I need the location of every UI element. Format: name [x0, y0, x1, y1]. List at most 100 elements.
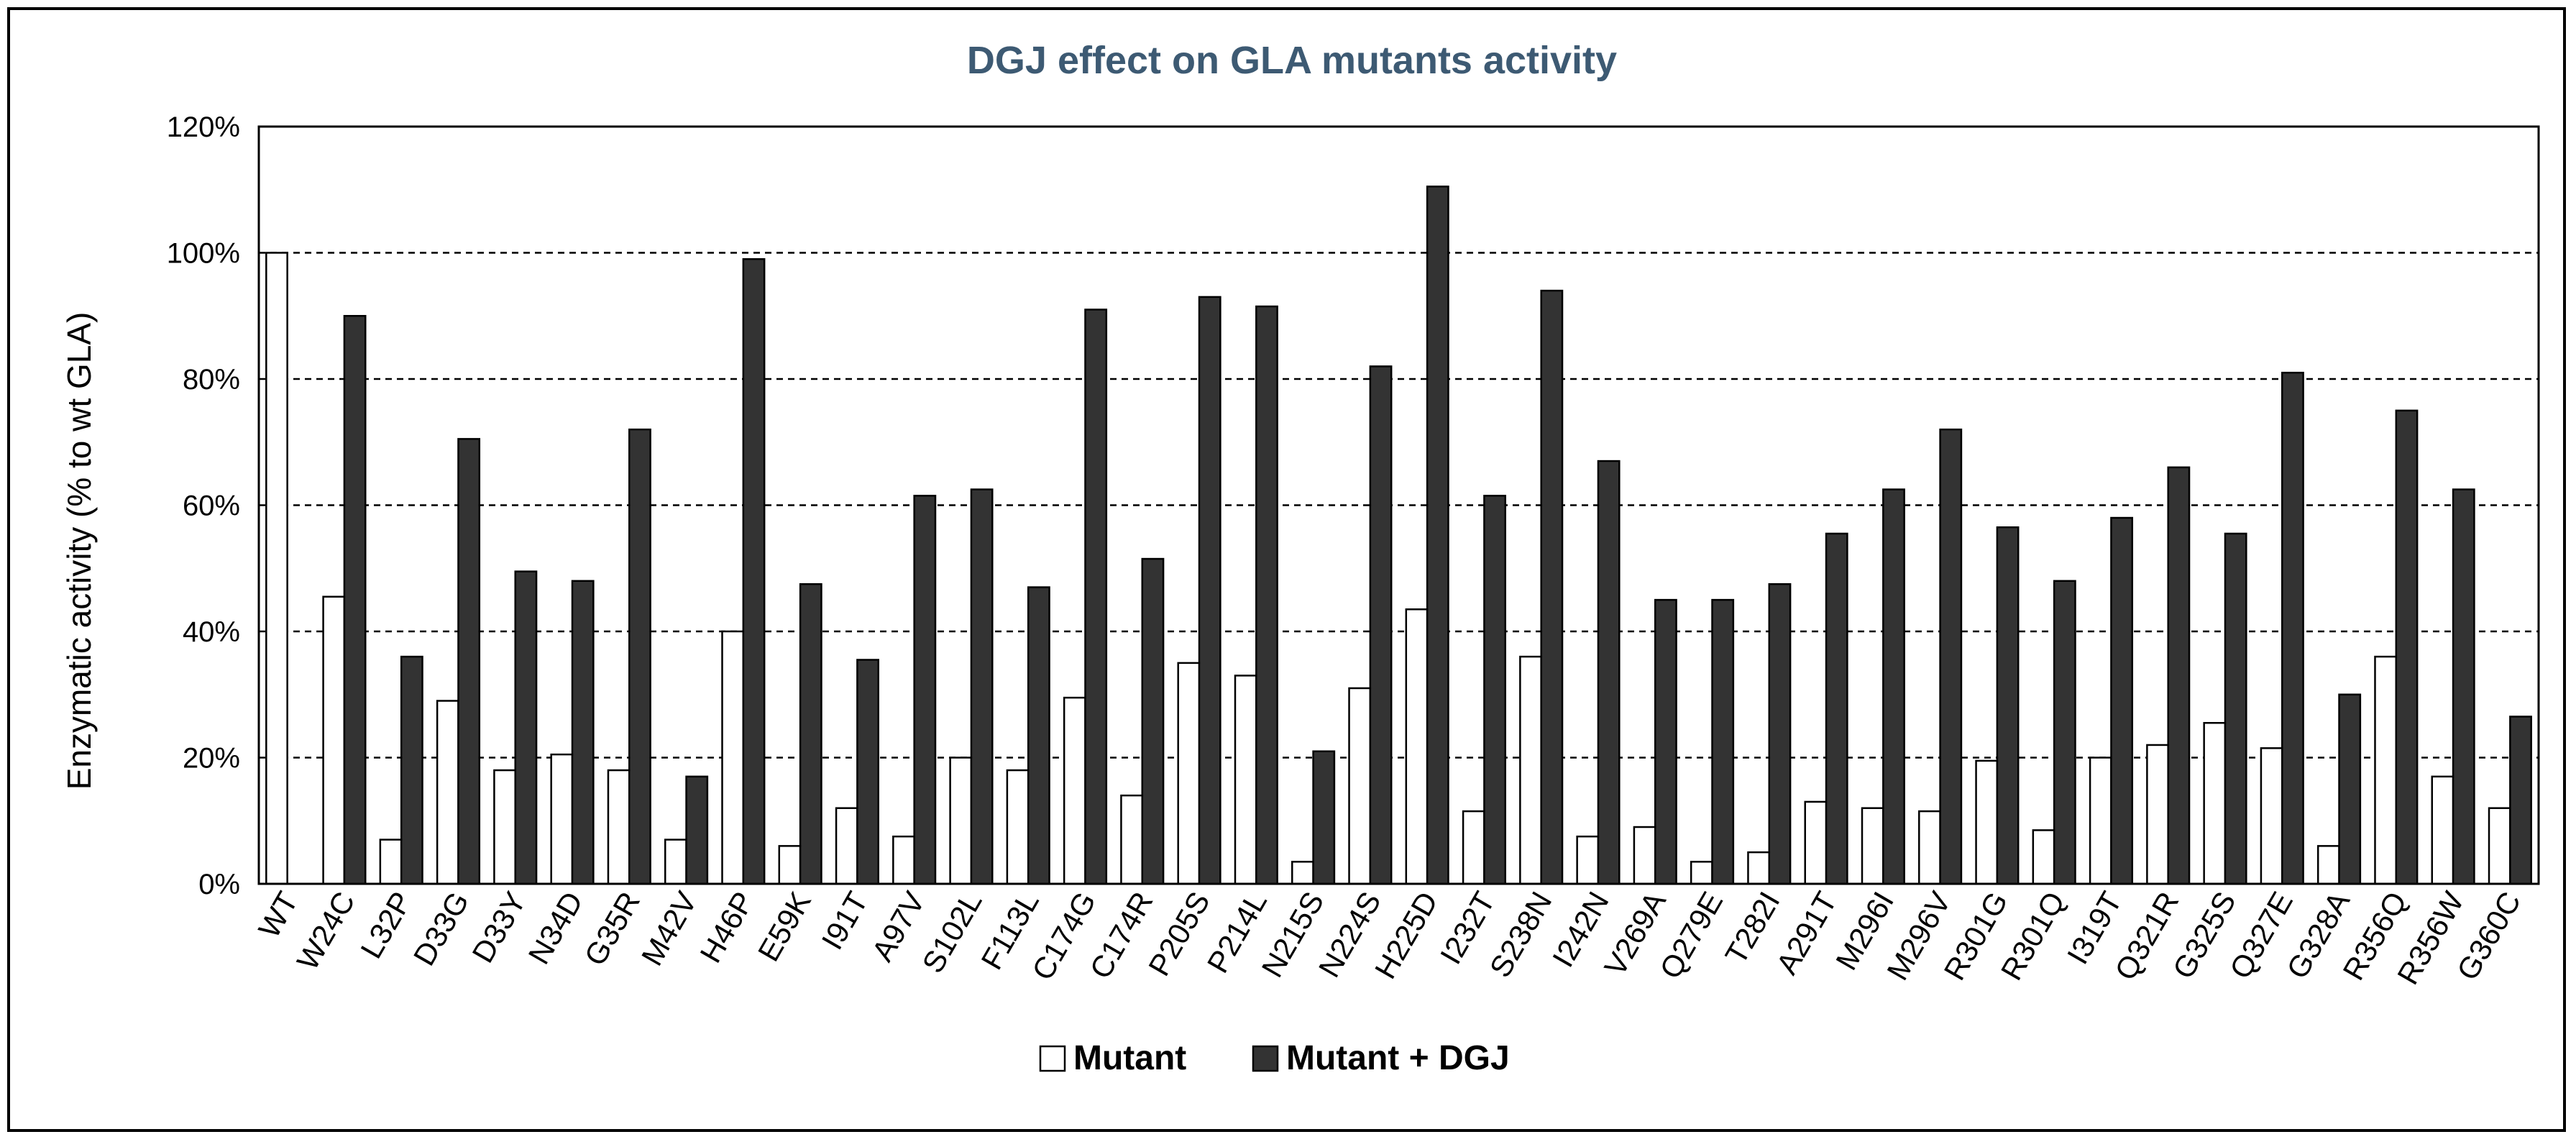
bar-mutant: [2316, 845, 2340, 885]
bars: [265, 186, 2532, 885]
bar-mutant-dgj: [2053, 580, 2076, 885]
y-tick-label: 40%: [183, 616, 240, 648]
bar-mutant: [265, 252, 288, 885]
bar-mutant: [1519, 655, 1542, 885]
bar-mutant-dgj: [1084, 309, 1108, 885]
bar-mutant-dgj: [2452, 488, 2475, 885]
y-tick-label: 20%: [183, 743, 240, 775]
x-tick-label: W24C: [290, 886, 362, 976]
legend-swatch-mutant-dgj: [1252, 1045, 1279, 1072]
x-tick-label: WT: [252, 886, 304, 944]
bar-mutant-dgj: [1426, 186, 1449, 885]
x-tick-labels: WTW24CL32PD33GD33YN34DG35RM42VH46PE59KI9…: [252, 886, 2527, 990]
x-tick-label: H46P: [693, 886, 760, 968]
bar-mutant-dgj: [1939, 428, 1963, 885]
bar-mutant: [1120, 794, 1144, 885]
y-tick-label: 60%: [183, 490, 240, 522]
bar-mutant: [1291, 861, 1314, 885]
y-axis-label: Enzymatic activity (% to wt GLA): [60, 312, 98, 790]
x-tick-label: E59K: [751, 886, 817, 967]
x-tick-label: N34D: [521, 886, 589, 970]
bar-mutant: [2260, 747, 2283, 885]
bar-mutant-dgj: [1255, 305, 1278, 885]
bar-mutant-dgj: [1369, 365, 1393, 885]
bar-mutant-dgj: [1597, 460, 1621, 885]
legend-label-mutant: Mutant: [1073, 1039, 1186, 1077]
bar-mutant: [1975, 759, 1999, 885]
bar-mutant: [2203, 721, 2227, 885]
bar-mutant-dgj: [1198, 296, 1221, 885]
bar-mutant-dgj: [1654, 598, 1677, 885]
bar-mutant-dgj: [2395, 409, 2419, 885]
bar-mutant-dgj: [1141, 557, 1165, 885]
x-tick-label: M42V: [635, 886, 704, 972]
bar-mutant-dgj: [1711, 598, 1735, 885]
bar-mutant-dgj: [1027, 586, 1050, 885]
bar-mutant-dgj: [742, 258, 766, 885]
bar-mutant: [1918, 810, 1941, 885]
y-tick-label: 80%: [183, 364, 240, 396]
bar-mutant-dgj: [571, 580, 595, 885]
legend: Mutant Mutant + DGJ: [1039, 1039, 1510, 1077]
bar-mutant-dgj: [2110, 516, 2134, 885]
bar-mutant: [1234, 675, 1257, 885]
bar-mutant: [1690, 861, 1713, 885]
bar-mutant-dgj: [913, 495, 937, 885]
bar-mutant: [1633, 826, 1656, 885]
y-tick-labels: 0% 20% 40% 60% 80% 100% 120%: [167, 111, 240, 900]
x-tick-label: G35R: [578, 886, 647, 972]
bar-mutant-dgj: [2224, 532, 2247, 885]
bar-mutant-dgj: [799, 583, 822, 885]
bar-mutant-dgj: [2338, 693, 2362, 885]
bar-mutant-dgj: [2167, 466, 2191, 885]
bar-mutant: [379, 839, 403, 885]
y-tick-label: 100%: [167, 238, 240, 270]
bar-mutant: [1861, 807, 1884, 885]
bar-mutant-dgj: [1996, 526, 2020, 885]
bar-mutant-dgj: [1882, 488, 1905, 885]
bar-mutant: [1405, 608, 1429, 885]
plot-area: [257, 125, 2540, 885]
bar-mutant-dgj: [856, 659, 879, 885]
bar-mutant: [949, 757, 973, 885]
bar-mutant: [550, 753, 574, 885]
bar-mutant-dgj: [970, 488, 994, 885]
legend-swatch-mutant: [1039, 1045, 1066, 1072]
chart-frame: DGJ effect on GLA mutants activity Enzym…: [7, 7, 2566, 1132]
bar-mutant-dgj: [685, 775, 709, 885]
bar-mutant: [2089, 757, 2112, 885]
bar-mutant: [1804, 800, 1828, 885]
bar-mutant: [1462, 810, 1485, 885]
bar-mutant-dgj: [1540, 289, 1564, 885]
legend-label-mutant-dgj: Mutant + DGJ: [1286, 1039, 1510, 1077]
x-tick-label: D33Y: [465, 886, 532, 968]
bar-mutant-dgj: [2281, 371, 2304, 885]
bar-mutant-dgj: [343, 315, 367, 885]
bar-mutant: [1006, 769, 1030, 885]
y-tick-label: 0%: [198, 869, 240, 900]
bar-mutant: [664, 839, 687, 885]
bar-mutant: [778, 845, 802, 885]
bar-mutant-dgj: [1768, 583, 1792, 885]
bar-mutant: [1348, 687, 1372, 885]
bar-mutant-dgj: [628, 428, 651, 885]
bar-mutant: [892, 835, 915, 885]
bar-mutant-dgj: [514, 570, 538, 885]
bar-mutant: [2032, 829, 2055, 885]
bar-mutant: [1576, 835, 1600, 885]
bar-mutant: [322, 595, 346, 885]
bar-mutant: [835, 807, 858, 885]
grid-lines: [259, 252, 2539, 759]
bar-mutant-dgj: [1825, 532, 1848, 885]
bar-mutant: [1063, 696, 1086, 885]
chart-title: DGJ effect on GLA mutants activity: [967, 39, 1617, 82]
x-tick-label: D33G: [407, 886, 476, 972]
bar-mutant: [493, 769, 516, 885]
bar-mutant: [2488, 807, 2511, 885]
bar-mutant: [1177, 662, 1201, 885]
bar-mutant: [607, 769, 631, 885]
bar-mutant-dgj: [1312, 750, 1336, 885]
bar-mutant-dgj: [400, 655, 423, 885]
x-tick-label: I91T: [815, 886, 874, 955]
bar-mutant: [1747, 851, 1771, 885]
